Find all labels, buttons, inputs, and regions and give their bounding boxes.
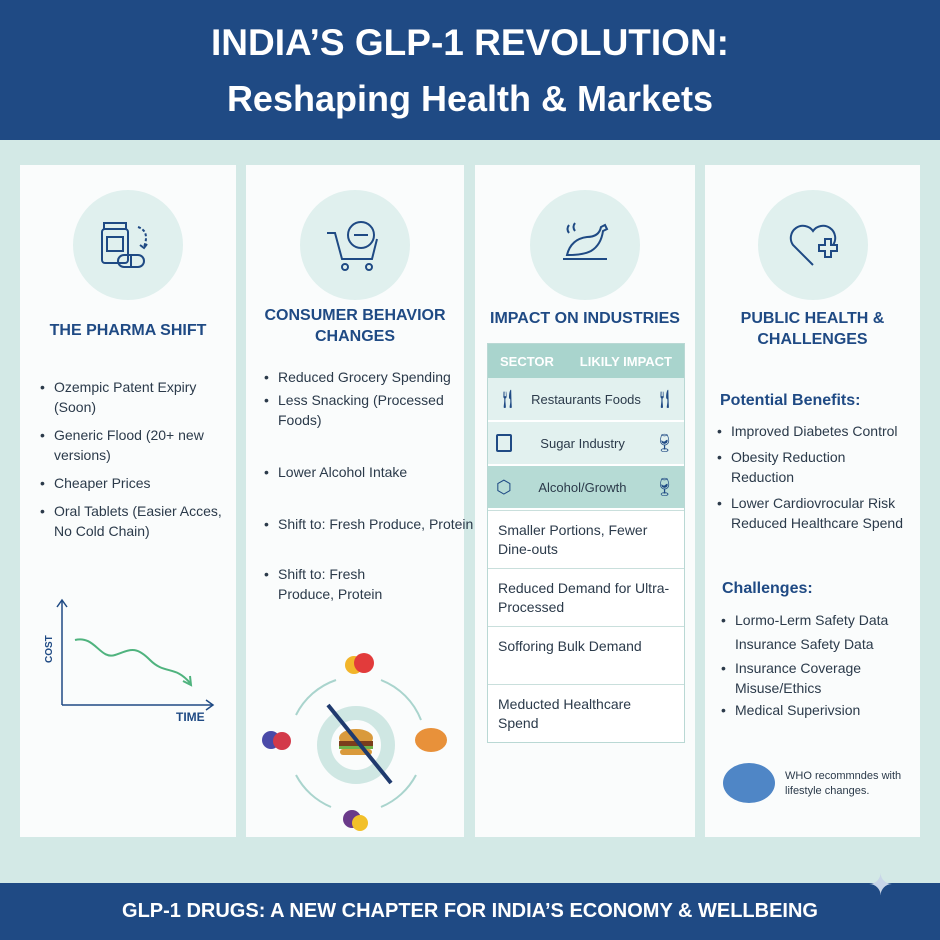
- list-item: Insurance Safety Data: [735, 636, 874, 652]
- cost-trend-chart: COST TIME: [44, 598, 215, 724]
- list-item: Misuse/Ethics: [735, 680, 822, 696]
- column-header: LIKILY IMPACT: [579, 353, 672, 369]
- column-title: CONSUMER BEHAVIOR CHANGES: [264, 307, 446, 345]
- footer-banner: GLP-1 DRUGS: A NEW CHAPTER FOR INDIA’S E…: [0, 883, 940, 940]
- list-item: Improved Diabetes Control: [717, 421, 917, 441]
- list-item: Ozempic Patent Expiry (Soon): [40, 377, 230, 417]
- table-row: ⬡ Alcohol/Growth 🍷︎: [488, 466, 684, 510]
- impact-row: Reduced Demand for Ultra-Processed: [488, 568, 684, 626]
- y-axis-label: COST: [44, 635, 55, 663]
- public-health-panel: PUBLIC HEALTH & CHALLENGES Potential Ben…: [705, 165, 920, 837]
- pharma-shift-panel: THE PHARMA SHIFT Ozempic Patent Expiry (…: [20, 165, 236, 837]
- sparkle-icon: ✦: [868, 869, 894, 902]
- list-item: Less Snacking (Processed Foods): [264, 390, 464, 430]
- sector-label: Alcohol/Growth: [538, 479, 627, 495]
- list-item: Lower Alcohol Intake: [264, 462, 464, 482]
- benefits-heading: Potential Benefits:: [720, 392, 861, 409]
- impact-row: Meducted Healthcare Spend: [488, 684, 684, 742]
- consumer-behavior-panel: CONSUMER BEHAVIOR CHANGES Reduced Grocer…: [246, 165, 473, 837]
- pill-bottle-icon: [73, 190, 183, 300]
- list-item: Lower Cardiovrocular Risk Reduced Health…: [717, 493, 917, 533]
- list-item: Shift to: Fresh Produce, Protein: [264, 564, 424, 604]
- sector-label: Sugar Industry: [540, 435, 625, 451]
- list-item: Generic Flood (20+ new versions): [40, 425, 230, 465]
- impact-row: Smaller Portions, Fewer Dine-outs: [488, 510, 684, 568]
- chicken-icon: [415, 728, 447, 752]
- challenges-heading: Challenges:: [722, 580, 813, 597]
- cost-trend-line: [74, 638, 191, 684]
- box-icon: ⬡: [496, 476, 512, 497]
- food-cycle-diagram: [262, 653, 447, 831]
- cycle-arrow: [295, 679, 337, 716]
- cycle-arrow: [295, 774, 332, 808]
- column-header: SECTOR: [500, 353, 554, 369]
- cycle-arrow: [380, 679, 422, 721]
- list-item: Obesity Reduction Reduction: [717, 447, 867, 487]
- fork-knife-icon: 🍴︎: [496, 388, 519, 409]
- industries-panel: IMPACT ON INDUSTRIES SECTOR LIKILY IMPAC…: [475, 165, 695, 837]
- x-axis-label: TIME: [176, 710, 205, 724]
- who-note: WHO recommndes with lifestyle changes.: [785, 770, 902, 797]
- heart-plus-icon: [757, 190, 868, 300]
- impact-row: Sofforing Bulk Demand: [488, 626, 684, 684]
- fruit-icon: [345, 653, 374, 674]
- wine-glass-icon: 🍷︎: [653, 432, 676, 453]
- fork-knife-icon: 🍴︎: [653, 388, 676, 409]
- snack-bag-icon: [496, 434, 512, 452]
- title-line-2: Reshaping Health & Markets: [226, 78, 714, 119]
- list-item: Insurance Coverage: [721, 658, 921, 678]
- list-item: Lormo-Lerm Safety Data: [721, 610, 921, 630]
- who-logo: [723, 763, 775, 803]
- cart-minus-icon: [300, 190, 410, 300]
- column-title: PUBLIC HEALTH & CHALLENGES: [740, 310, 885, 348]
- list-item: Medical Superivsion: [721, 700, 921, 720]
- list-item: Reduced Grocery Spending: [264, 367, 464, 387]
- impact-table: SECTOR LIKILY IMPACT 🍴︎ Restaurants Food…: [487, 343, 685, 743]
- sector-label: Restaurants Foods: [531, 391, 641, 407]
- table-row: 🍴︎ Restaurants Foods 🍴︎: [488, 378, 684, 422]
- table-row: Sugar Industry 🍷︎: [488, 422, 684, 466]
- cycle-arrow: [380, 774, 417, 808]
- crossed-out-line: [326, 703, 393, 785]
- fruit-icon: [343, 810, 368, 831]
- list-item: Cheaper Prices: [40, 473, 230, 493]
- table-header: SECTOR LIKILY IMPACT: [488, 344, 684, 378]
- roast-chicken-icon: [530, 190, 640, 300]
- column-title: THE PHARMA SHIFT: [49, 322, 207, 339]
- fruit-icon: [262, 731, 291, 750]
- list-item: Oral Tablets (Easier Acces, No Cold Chai…: [40, 501, 230, 541]
- list-item: Shift to: Fresh Produce, Protein: [264, 514, 473, 534]
- column-title: IMPACT ON INDUSTRIES: [490, 310, 680, 327]
- title-line-1: INDIA’S GLP-1 REVOLUTION:: [210, 22, 730, 63]
- header: INDIA’S GLP-1 REVOLUTION: Reshaping Heal…: [0, 0, 940, 140]
- wine-glass-icon: 🍷︎: [653, 476, 676, 497]
